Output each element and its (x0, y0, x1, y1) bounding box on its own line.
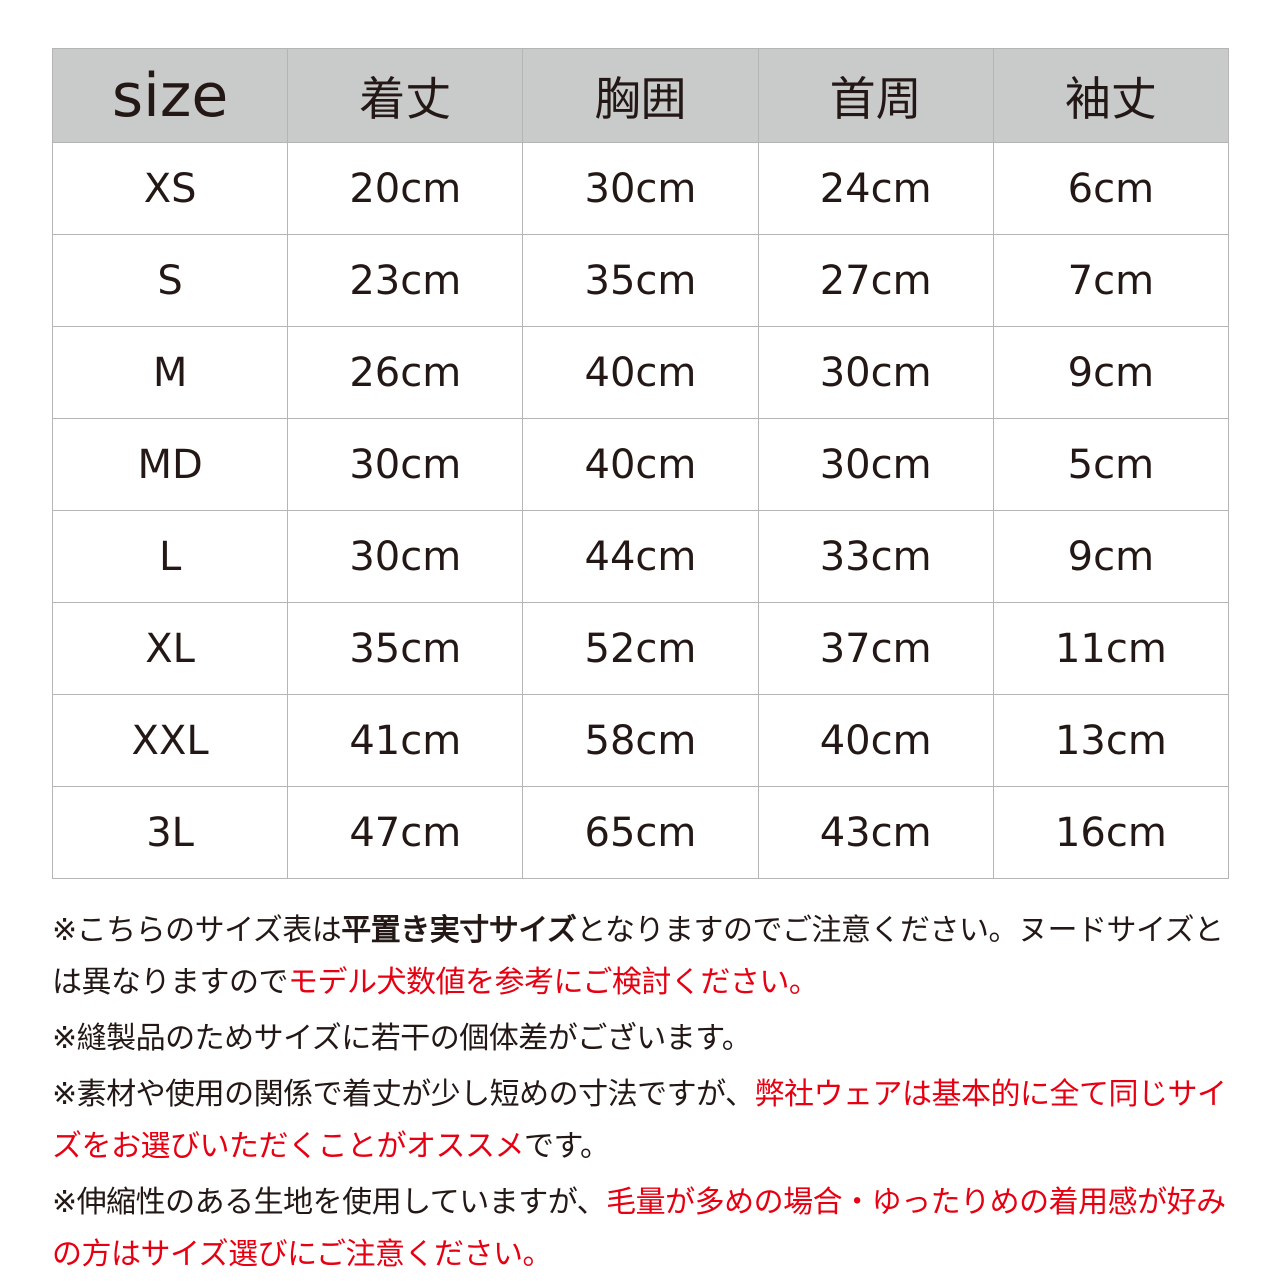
note-text: ※縫製品のためサイズに若干の個体差がございます。 (52, 1021, 752, 1056)
measurement-cell: 30cm (287, 510, 524, 603)
column-header: 胸囲 (522, 48, 759, 143)
size-cell: XS (51, 142, 289, 235)
table-row: XS 20cm 30cm 24cm 6cm (51, 142, 1230, 235)
column-header: 着丈 (287, 48, 524, 143)
note: ※縫製品のためサイズに若干の個体差がございます。 (52, 1013, 1252, 1065)
measurement-cell: 43cm (757, 786, 994, 879)
note: ※こちらのサイズ表は平置き実寸サイズとなりますのでご注意ください。ヌードサイズと… (52, 905, 1252, 1009)
note-text: です。 (524, 1129, 610, 1164)
measurement-cell: 11cm (992, 602, 1230, 695)
measurement-cell: 30cm (757, 418, 994, 511)
column-header: 首周 (757, 48, 994, 143)
note-text: ※伸縮性のある生地を使用していますが、 (52, 1185, 607, 1220)
note: ※素材や使用の関係で着丈が少し短めの寸法ですが、弊社ウェアは基本的に全て同じサイ… (52, 1069, 1252, 1173)
column-header: size (51, 48, 289, 143)
measurement-cell: 30cm (522, 142, 759, 235)
measurement-cell: 33cm (757, 510, 994, 603)
note-emphasis: 平置き実寸サイズ (341, 913, 577, 948)
measurement-cell: 35cm (522, 234, 759, 327)
note-highlight: 弊社ウェアは基本的に全て同じサイズをお選びいただくことがオススメ (52, 1077, 1227, 1164)
measurement-cell: 47cm (287, 786, 524, 879)
measurement-cell: 27cm (757, 234, 994, 327)
measurement-cell: 30cm (287, 418, 524, 511)
table-row: S 23cm 35cm 27cm 7cm (51, 234, 1230, 327)
table-row: XL 35cm 52cm 37cm 11cm (51, 602, 1230, 695)
measurement-cell: 65cm (522, 786, 759, 879)
table-row: M 26cm 40cm 30cm 9cm (51, 326, 1230, 419)
measurement-cell: 40cm (522, 326, 759, 419)
measurement-cell: 37cm (757, 602, 994, 695)
measurement-cell: 30cm (757, 326, 994, 419)
table-row: L 30cm 44cm 33cm 9cm (51, 510, 1230, 603)
size-cell: 3L (51, 786, 289, 879)
size-cell: XXL (51, 694, 289, 787)
measurement-cell: 40cm (522, 418, 759, 511)
measurement-cell: 9cm (992, 326, 1230, 419)
column-header: 袖丈 (992, 48, 1230, 143)
note-text: ※こちらのサイズ表は (52, 913, 342, 948)
header-row: size 着丈 胸囲 首周 袖丈 (51, 48, 1230, 143)
table-row: 3L 47cm 65cm 43cm 16cm (51, 786, 1230, 879)
measurement-cell: 41cm (287, 694, 524, 787)
size-cell: S (51, 234, 289, 327)
measurement-cell: 9cm (992, 510, 1230, 603)
measurement-cell: 5cm (992, 418, 1230, 511)
measurement-cell: 24cm (757, 142, 994, 235)
measurement-cell: 16cm (992, 786, 1230, 879)
measurement-cell: 13cm (992, 694, 1230, 787)
note-text: となりますのでご注意ください。ヌードサイズとは異なりますので (52, 913, 1224, 1000)
size-chart-table: size 着丈 胸囲 首周 袖丈 XS 20cm 30cm 24cm 6cm S 23cm 35cm 2… (51, 48, 1230, 879)
notes-section: ※こちらのサイズ表は平置き実寸サイズとなりますのでご注意ください。ヌードサイズと… (52, 905, 1252, 1281)
measurement-cell: 26cm (287, 326, 524, 419)
measurement-cell: 6cm (992, 142, 1230, 235)
note-highlight: モデル犬数値を参考にご検討ください。 (288, 965, 819, 1000)
note-highlight: 毛量が多めの場合・ゆったりめの着用感が好みの方はサイズ選びにご注意ください。 (52, 1185, 1226, 1272)
size-cell: MD (51, 418, 289, 511)
size-cell: XL (51, 602, 289, 695)
measurement-cell: 58cm (522, 694, 759, 787)
measurement-cell: 35cm (287, 602, 524, 695)
measurement-cell: 52cm (522, 602, 759, 695)
size-cell: M (51, 326, 289, 419)
table-row: XXL 41cm 58cm 40cm 13cm (51, 694, 1230, 787)
measurement-cell: 23cm (287, 234, 524, 327)
measurement-cell: 7cm (992, 234, 1230, 327)
measurement-cell: 44cm (522, 510, 759, 603)
measurement-cell: 20cm (287, 142, 524, 235)
measurement-cell: 40cm (757, 694, 994, 787)
note-text: ※素材や使用の関係で着丈が少し短めの寸法ですが、 (52, 1077, 755, 1112)
table-row: MD 30cm 40cm 30cm 5cm (51, 418, 1230, 511)
note: ※伸縮性のある生地を使用していますが、毛量が多めの場合・ゆったりめの着用感が好み… (52, 1177, 1252, 1281)
size-cell: L (51, 510, 289, 603)
